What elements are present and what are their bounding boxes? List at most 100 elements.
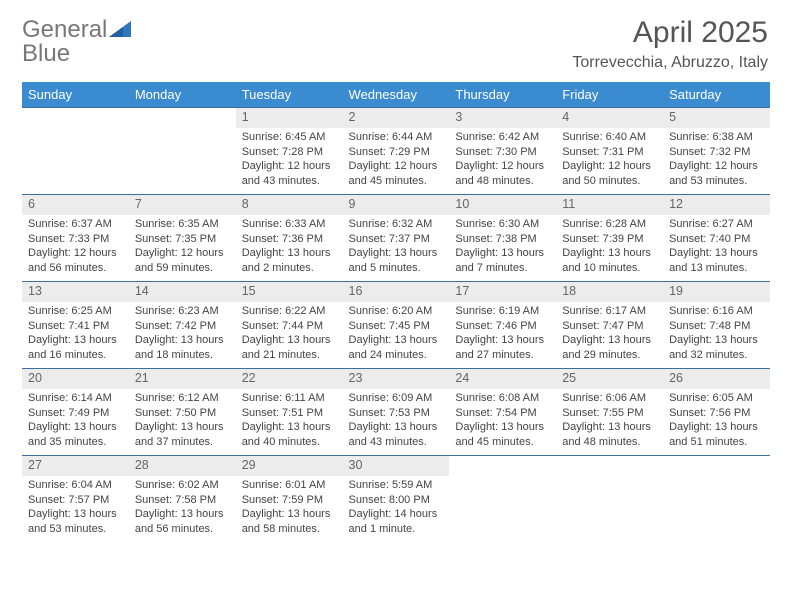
day-number: 12 <box>663 195 770 215</box>
detail-dl2: and 59 minutes. <box>135 261 230 276</box>
day-details: Sunrise: 6:44 AMSunset: 7:29 PMDaylight:… <box>343 128 450 193</box>
detail-dl1: Daylight: 13 hours <box>455 420 550 435</box>
detail-dl1: Daylight: 12 hours <box>135 246 230 261</box>
detail-dl1: Daylight: 13 hours <box>455 333 550 348</box>
detail-dl2: and 48 minutes. <box>455 174 550 189</box>
detail-sr: Sunrise: 6:42 AM <box>455 130 550 145</box>
detail-dl1: Daylight: 13 hours <box>242 420 337 435</box>
detail-sr: Sunrise: 6:45 AM <box>242 130 337 145</box>
day-number: 3 <box>449 108 556 128</box>
brand-triangle-icon <box>109 21 131 37</box>
detail-dl2: and 43 minutes. <box>242 174 337 189</box>
day-details: Sunrise: 6:11 AMSunset: 7:51 PMDaylight:… <box>236 389 343 454</box>
detail-dl2: and 40 minutes. <box>242 435 337 450</box>
detail-dl2: and 21 minutes. <box>242 348 337 363</box>
day-number: 1 <box>236 108 343 128</box>
detail-dl2: and 45 minutes. <box>349 174 444 189</box>
detail-dl1: Daylight: 13 hours <box>669 333 764 348</box>
detail-dl1: Daylight: 13 hours <box>135 420 230 435</box>
day-details: Sunrise: 6:42 AMSunset: 7:30 PMDaylight:… <box>449 128 556 193</box>
detail-sr: Sunrise: 6:30 AM <box>455 217 550 232</box>
detail-ss: Sunset: 7:37 PM <box>349 232 444 247</box>
detail-sr: Sunrise: 6:32 AM <box>349 217 444 232</box>
week-row: 13Sunrise: 6:25 AMSunset: 7:41 PMDayligh… <box>22 282 770 369</box>
detail-dl1: Daylight: 13 hours <box>28 507 123 522</box>
detail-ss: Sunset: 7:50 PM <box>135 406 230 421</box>
detail-ss: Sunset: 7:53 PM <box>349 406 444 421</box>
detail-sr: Sunrise: 6:17 AM <box>562 304 657 319</box>
day-details: Sunrise: 6:02 AMSunset: 7:58 PMDaylight:… <box>129 476 236 541</box>
detail-dl2: and 37 minutes. <box>135 435 230 450</box>
detail-ss: Sunset: 7:46 PM <box>455 319 550 334</box>
detail-ss: Sunset: 7:35 PM <box>135 232 230 247</box>
day-number: 22 <box>236 369 343 389</box>
detail-ss: Sunset: 7:55 PM <box>562 406 657 421</box>
day-details: Sunrise: 6:08 AMSunset: 7:54 PMDaylight:… <box>449 389 556 454</box>
detail-ss: Sunset: 8:00 PM <box>349 493 444 508</box>
detail-sr: Sunrise: 6:06 AM <box>562 391 657 406</box>
detail-ss: Sunset: 7:51 PM <box>242 406 337 421</box>
detail-ss: Sunset: 7:42 PM <box>135 319 230 334</box>
detail-sr: Sunrise: 6:16 AM <box>669 304 764 319</box>
day-details: Sunrise: 6:28 AMSunset: 7:39 PMDaylight:… <box>556 215 663 280</box>
detail-ss: Sunset: 7:54 PM <box>455 406 550 421</box>
detail-dl1: Daylight: 13 hours <box>562 333 657 348</box>
day-cell: 14Sunrise: 6:23 AMSunset: 7:42 PMDayligh… <box>129 282 236 369</box>
day-number: 9 <box>343 195 450 215</box>
day-number: 19 <box>663 282 770 302</box>
dayname-0: Sunday <box>22 82 129 108</box>
detail-ss: Sunset: 7:32 PM <box>669 145 764 160</box>
calendar-page: General Blue April 2025 Torrevecchia, Ab… <box>0 0 792 612</box>
detail-sr: Sunrise: 6:14 AM <box>28 391 123 406</box>
detail-dl2: and 53 minutes. <box>28 522 123 537</box>
day-details: Sunrise: 6:33 AMSunset: 7:36 PMDaylight:… <box>236 215 343 280</box>
day-cell: 22Sunrise: 6:11 AMSunset: 7:51 PMDayligh… <box>236 369 343 456</box>
detail-sr: Sunrise: 6:08 AM <box>455 391 550 406</box>
day-cell: 8Sunrise: 6:33 AMSunset: 7:36 PMDaylight… <box>236 195 343 282</box>
detail-dl2: and 5 minutes. <box>349 261 444 276</box>
day-cell: 29Sunrise: 6:01 AMSunset: 7:59 PMDayligh… <box>236 456 343 543</box>
detail-sr: Sunrise: 6:05 AM <box>669 391 764 406</box>
day-number: 6 <box>22 195 129 215</box>
detail-dl1: Daylight: 12 hours <box>349 159 444 174</box>
detail-ss: Sunset: 7:49 PM <box>28 406 123 421</box>
day-cell: 11Sunrise: 6:28 AMSunset: 7:39 PMDayligh… <box>556 195 663 282</box>
day-number: 20 <box>22 369 129 389</box>
detail-dl1: Daylight: 13 hours <box>135 507 230 522</box>
detail-dl2: and 43 minutes. <box>349 435 444 450</box>
detail-sr: Sunrise: 5:59 AM <box>349 478 444 493</box>
detail-dl2: and 1 minute. <box>349 522 444 537</box>
detail-ss: Sunset: 7:33 PM <box>28 232 123 247</box>
detail-dl2: and 16 minutes. <box>28 348 123 363</box>
day-number: 8 <box>236 195 343 215</box>
detail-ss: Sunset: 7:47 PM <box>562 319 657 334</box>
day-number: 21 <box>129 369 236 389</box>
day-details: Sunrise: 6:20 AMSunset: 7:45 PMDaylight:… <box>343 302 450 367</box>
detail-dl2: and 29 minutes. <box>562 348 657 363</box>
detail-dl1: Daylight: 12 hours <box>242 159 337 174</box>
detail-ss: Sunset: 7:59 PM <box>242 493 337 508</box>
detail-dl2: and 45 minutes. <box>455 435 550 450</box>
brand-part1: General <box>22 18 107 42</box>
day-number: 23 <box>343 369 450 389</box>
day-details: Sunrise: 6:23 AMSunset: 7:42 PMDaylight:… <box>129 302 236 367</box>
detail-sr: Sunrise: 6:19 AM <box>455 304 550 319</box>
detail-sr: Sunrise: 6:28 AM <box>562 217 657 232</box>
detail-dl1: Daylight: 12 hours <box>28 246 123 261</box>
day-details: Sunrise: 6:14 AMSunset: 7:49 PMDaylight:… <box>22 389 129 454</box>
detail-dl2: and 53 minutes. <box>669 174 764 189</box>
day-details: Sunrise: 6:05 AMSunset: 7:56 PMDaylight:… <box>663 389 770 454</box>
day-cell: 19Sunrise: 6:16 AMSunset: 7:48 PMDayligh… <box>663 282 770 369</box>
detail-ss: Sunset: 7:31 PM <box>562 145 657 160</box>
detail-dl1: Daylight: 13 hours <box>242 507 337 522</box>
day-cell: 30Sunrise: 5:59 AMSunset: 8:00 PMDayligh… <box>343 456 450 543</box>
day-details: Sunrise: 6:27 AMSunset: 7:40 PMDaylight:… <box>663 215 770 280</box>
day-cell: 23Sunrise: 6:09 AMSunset: 7:53 PMDayligh… <box>343 369 450 456</box>
detail-dl2: and 24 minutes. <box>349 348 444 363</box>
detail-dl1: Daylight: 12 hours <box>562 159 657 174</box>
detail-dl1: Daylight: 13 hours <box>28 333 123 348</box>
day-number: 2 <box>343 108 450 128</box>
detail-sr: Sunrise: 6:04 AM <box>28 478 123 493</box>
day-number: 10 <box>449 195 556 215</box>
day-cell: 16Sunrise: 6:20 AMSunset: 7:45 PMDayligh… <box>343 282 450 369</box>
